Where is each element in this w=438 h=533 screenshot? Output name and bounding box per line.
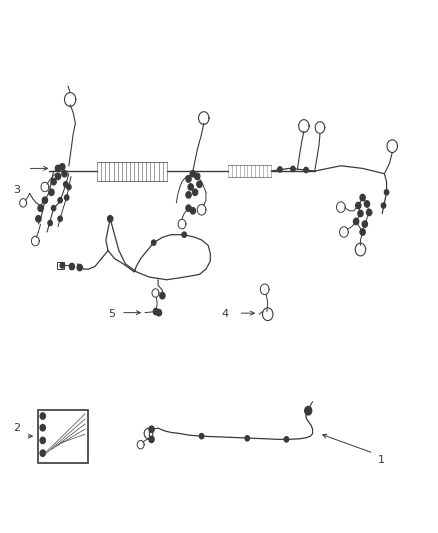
- Bar: [39, 410, 88, 463]
- Text: 4: 4: [221, 309, 228, 319]
- Circle shape: [291, 166, 295, 172]
- Circle shape: [356, 203, 361, 209]
- Text: 3: 3: [14, 184, 21, 195]
- Circle shape: [190, 208, 195, 214]
- Circle shape: [160, 293, 165, 299]
- Circle shape: [153, 309, 159, 315]
- Circle shape: [40, 424, 46, 431]
- Circle shape: [381, 203, 386, 208]
- Circle shape: [64, 195, 69, 200]
- Circle shape: [60, 164, 65, 170]
- Circle shape: [149, 426, 154, 432]
- Circle shape: [358, 211, 363, 216]
- Text: 5: 5: [108, 309, 115, 319]
- Text: 1: 1: [378, 455, 385, 465]
- Circle shape: [48, 220, 52, 225]
- Circle shape: [38, 205, 43, 212]
- Circle shape: [69, 263, 74, 270]
- Circle shape: [40, 437, 46, 443]
- Circle shape: [353, 218, 359, 224]
- Circle shape: [385, 190, 389, 195]
- Circle shape: [188, 184, 193, 190]
- Circle shape: [245, 435, 250, 441]
- Circle shape: [197, 181, 202, 188]
- Text: 2: 2: [14, 423, 21, 433]
- Circle shape: [42, 197, 47, 204]
- Circle shape: [152, 240, 156, 245]
- Circle shape: [182, 232, 186, 237]
- Circle shape: [192, 189, 198, 196]
- Circle shape: [360, 195, 365, 201]
- Circle shape: [58, 216, 62, 221]
- Circle shape: [40, 413, 46, 419]
- Circle shape: [55, 173, 60, 180]
- Circle shape: [62, 171, 67, 177]
- Bar: [57, 262, 64, 269]
- Circle shape: [199, 433, 204, 439]
- Circle shape: [186, 205, 191, 212]
- Circle shape: [149, 436, 154, 442]
- Circle shape: [55, 165, 60, 172]
- Circle shape: [51, 206, 56, 211]
- Circle shape: [364, 201, 370, 207]
- Circle shape: [51, 179, 56, 185]
- Circle shape: [186, 192, 191, 198]
- Circle shape: [360, 229, 365, 235]
- Circle shape: [194, 173, 200, 180]
- Circle shape: [190, 171, 195, 177]
- Circle shape: [362, 221, 367, 227]
- Circle shape: [58, 198, 62, 203]
- Circle shape: [60, 263, 64, 268]
- Circle shape: [278, 167, 282, 172]
- Circle shape: [36, 216, 41, 222]
- Circle shape: [304, 167, 308, 173]
- Circle shape: [64, 182, 68, 187]
- Circle shape: [367, 209, 372, 216]
- Circle shape: [108, 216, 113, 222]
- Circle shape: [186, 176, 191, 182]
- Circle shape: [305, 407, 312, 415]
- Circle shape: [49, 189, 54, 196]
- Circle shape: [156, 310, 162, 316]
- Circle shape: [40, 450, 46, 456]
- Circle shape: [77, 264, 82, 271]
- Circle shape: [67, 184, 71, 190]
- Circle shape: [284, 437, 289, 442]
